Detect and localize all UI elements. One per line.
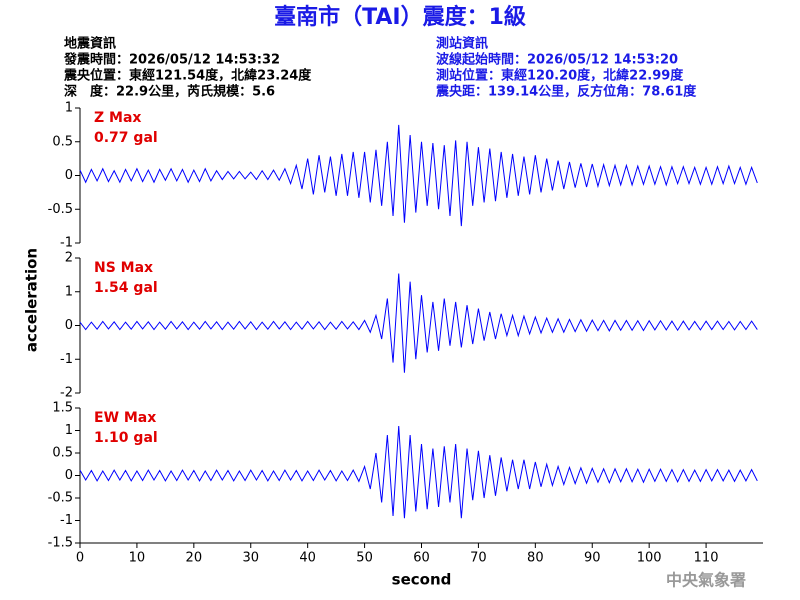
x-tick-label: 110 <box>694 551 719 566</box>
panel-max: 1.54 gal <box>94 280 158 296</box>
x-tick-label: 30 <box>242 551 259 566</box>
y-tick-label: -2 <box>60 386 73 401</box>
x-tick-label: 0 <box>76 551 84 566</box>
y-tick-label: 0.5 <box>52 446 73 461</box>
info-left: 深 度：22.9公里，芮氏規模：5.6 <box>64 84 275 100</box>
panel-max: 1.10 gal <box>94 430 158 446</box>
y-axis-label: acceleration <box>23 248 41 352</box>
x-tick-label: 20 <box>186 551 203 566</box>
x-tick-label: 100 <box>637 551 662 566</box>
info-left: 震央位置：東經121.54度，北緯23.24度 <box>63 68 312 84</box>
y-tick-label: -1.5 <box>48 536 73 551</box>
info-right: 測站資訊 <box>436 36 488 52</box>
x-axis-label: second <box>392 571 452 589</box>
y-tick-label: 1 <box>65 423 73 438</box>
info-left: 發震時間：2026/05/12 14:53:32 <box>63 52 280 68</box>
title: 臺南市（TAI）震度：1級 <box>274 4 526 30</box>
waveform <box>79 273 758 373</box>
x-tick-label: 10 <box>129 551 146 566</box>
info-left: 地震資訊 <box>64 36 116 52</box>
info-right: 震央距：139.14公里，反方位角：78.61度 <box>435 84 697 100</box>
y-tick-label: 0 <box>65 168 73 183</box>
panel-title: Z Max <box>94 110 141 126</box>
footer: 中央氣象署 <box>666 571 746 590</box>
y-tick-label: 2 <box>65 251 73 266</box>
x-tick-label: 80 <box>527 551 544 566</box>
x-tick-label: 60 <box>413 551 430 566</box>
info-right: 測站位置：東經120.20度，北緯22.99度 <box>436 68 684 84</box>
x-tick-label: 90 <box>584 551 601 566</box>
y-tick-label: 1.5 <box>52 401 73 416</box>
y-tick-label: 0 <box>65 318 73 333</box>
info-right: 波線起始時間：2026/05/12 14:53:20 <box>436 52 678 68</box>
waveform <box>79 425 758 519</box>
y-tick-label: 0 <box>65 468 73 483</box>
y-tick-label: -0.5 <box>48 491 73 506</box>
y-tick-label: 1 <box>65 284 73 299</box>
x-tick-label: 40 <box>299 551 316 566</box>
y-tick-label: -0.5 <box>48 202 73 217</box>
y-tick-label: -1 <box>60 513 73 528</box>
x-tick-label: 50 <box>356 551 373 566</box>
panel-title: EW Max <box>94 410 156 426</box>
y-tick-label: -1 <box>60 352 73 367</box>
y-tick-label: 1 <box>65 101 73 116</box>
panel-title: NS Max <box>94 260 153 276</box>
panel-max: 0.77 gal <box>94 130 158 146</box>
x-tick-label: 70 <box>470 551 487 566</box>
y-tick-label: 0.5 <box>52 134 73 149</box>
waveform <box>79 124 758 227</box>
y-tick-label: -1 <box>60 236 73 251</box>
